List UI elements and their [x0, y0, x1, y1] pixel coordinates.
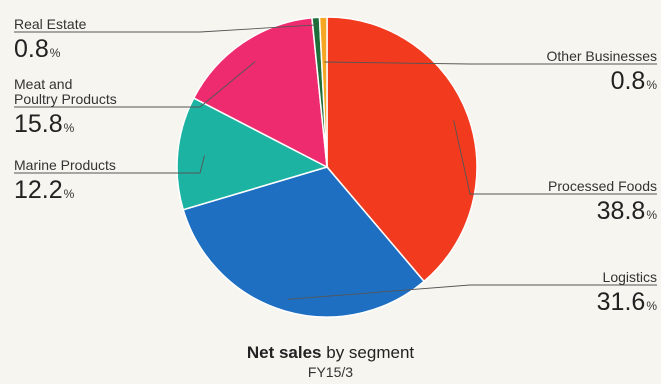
slice-label-other-businesses: Other Businesses [547, 48, 658, 64]
slice-label-real-estate: Real Estate [14, 16, 87, 32]
slice-value-marine-products: 12.2% [14, 176, 75, 204]
pie-slice-meat-and-poultry-products [192, 16, 328, 169]
slice-value-real-estate: 0.8% [14, 35, 61, 63]
leader-line-meat-and-poultry-products [14, 61, 256, 108]
leader-line-other-businesses [324, 61, 657, 65]
slice-value-processed-foods: 38.8% [597, 197, 658, 225]
pie-slice-marine-products [176, 97, 329, 211]
slice-label-marine-products: Marine Products [14, 157, 116, 173]
chart-title: Net sales by segment [246, 343, 415, 362]
slice-label-processed-foods: Processed Foods [548, 178, 657, 194]
leader-line-marine-products [14, 155, 205, 174]
chart-subtitle: FY15/3 [307, 364, 354, 380]
leader-line-real-estate [14, 24, 317, 33]
leader-line-processed-foods [453, 120, 657, 195]
leader-line-logistics [287, 284, 657, 300]
pie-slice-logistics [182, 166, 426, 318]
slice-label-meat-and-poultry-products: Meat and [14, 76, 72, 92]
pie-slice-other-businesses [318, 16, 328, 168]
slice-label-logistics: Logistics [603, 269, 657, 285]
slice-value-meat-and-poultry-products: 15.8% [14, 110, 75, 138]
pie-slice-processed-foods [326, 16, 478, 283]
slice-label-meat-and-poultry-products: Poultry Products [14, 91, 117, 107]
slice-value-other-businesses: 0.8% [611, 67, 658, 95]
slice-value-logistics: 31.6% [597, 288, 658, 316]
